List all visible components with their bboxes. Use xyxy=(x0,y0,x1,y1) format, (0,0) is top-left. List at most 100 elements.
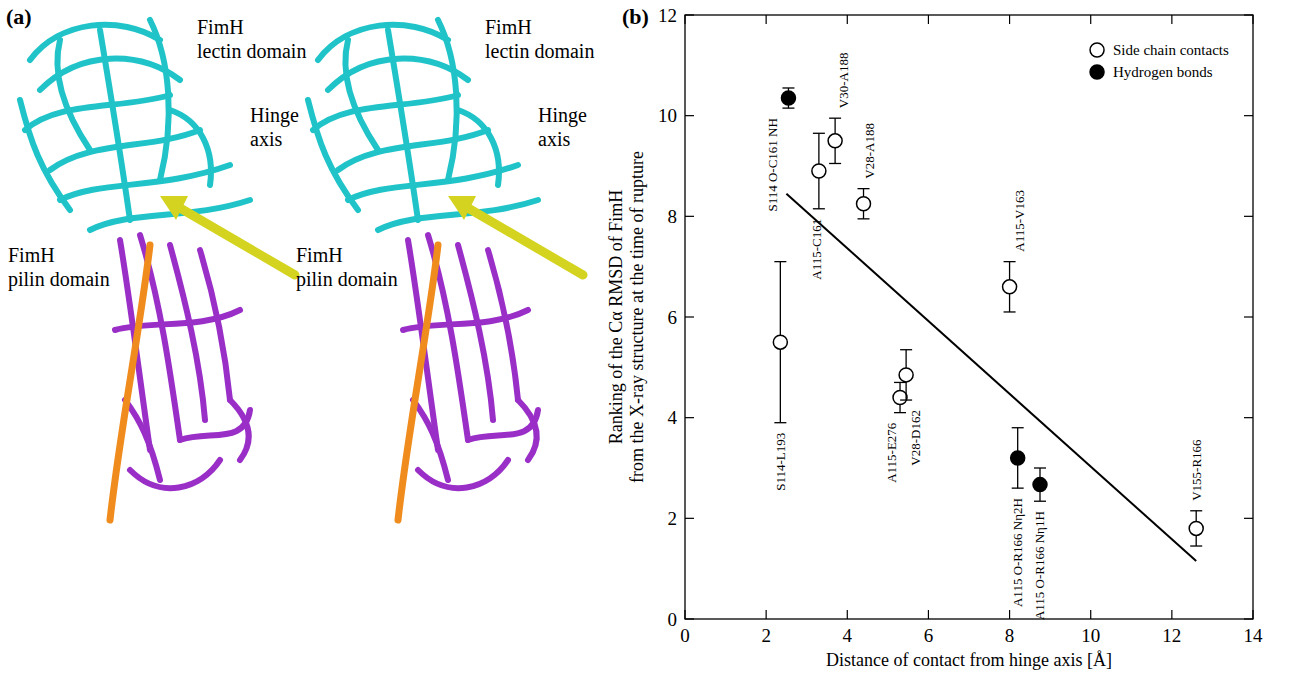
y-tick xyxy=(1244,14,1253,15)
lectin-strand xyxy=(20,100,70,210)
background xyxy=(0,0,1289,676)
lectin-strand xyxy=(318,25,448,60)
point-label: A115-V163 xyxy=(1012,190,1027,252)
x-tick xyxy=(928,610,929,619)
x-tick xyxy=(1009,15,1010,24)
hinge-axis xyxy=(180,208,295,275)
x-tick xyxy=(684,15,685,24)
lectin-label: lectin domain xyxy=(197,40,306,62)
pilin-strand xyxy=(170,245,205,420)
y-tick xyxy=(685,417,694,418)
data-point xyxy=(893,391,907,405)
pilin-strand xyxy=(230,400,249,460)
hinge-axis-head xyxy=(448,196,476,220)
point-label: A115 O-R166 Nη2H xyxy=(1010,498,1025,607)
x-tick-label: 8 xyxy=(1005,625,1015,646)
point-labels: A115-C161V30-A188V28-A188S114-L193A115-E… xyxy=(765,53,1204,621)
y-tick xyxy=(1244,216,1253,217)
error-cap xyxy=(1004,311,1016,312)
pilin-strand xyxy=(403,310,528,330)
y-tick xyxy=(1244,316,1253,317)
error-cap xyxy=(829,163,841,164)
data-point xyxy=(857,197,871,211)
point-label: A115-C161 xyxy=(809,219,824,280)
data-point xyxy=(1033,478,1047,492)
error-cap xyxy=(900,349,912,350)
pilin-label: FimH xyxy=(8,244,55,266)
pilin-label: pilin domain xyxy=(8,268,110,291)
x-tick xyxy=(1090,610,1091,619)
y-tick xyxy=(685,618,694,619)
pilin-strand xyxy=(458,245,493,420)
x-tick-label: 2 xyxy=(761,625,771,646)
legend-label: Side chain contacts xyxy=(1113,42,1229,58)
donor-strand xyxy=(110,245,150,520)
fit-line xyxy=(786,194,1196,561)
y-axis-title: from the X-ray structure at the time of … xyxy=(627,151,647,483)
y-tick xyxy=(685,115,694,116)
point-label: V30-A188 xyxy=(836,53,851,109)
lectin-strand xyxy=(57,40,90,150)
panel-letter: (a) xyxy=(6,4,32,29)
error-cap xyxy=(774,261,786,262)
x-tick xyxy=(766,15,767,24)
legend-marker xyxy=(1090,43,1104,57)
y-tick-label: 12 xyxy=(658,5,677,26)
point-label: S114 O-C161 NH xyxy=(765,118,780,211)
pilin-strand xyxy=(200,250,230,400)
error-cap xyxy=(813,208,825,209)
error-cap xyxy=(829,118,841,119)
lectin-label: FimH xyxy=(197,16,244,38)
y-tick xyxy=(685,518,694,519)
y-tick xyxy=(685,316,694,317)
data-point xyxy=(1189,521,1203,535)
y-tick xyxy=(1244,518,1253,519)
x-tick-label: 10 xyxy=(1081,625,1100,646)
x-tick xyxy=(1252,610,1253,619)
x-tick xyxy=(1171,15,1172,24)
lectin-strand xyxy=(388,30,418,220)
y-axis-title: Ranking of the Cα RMSD of FimH xyxy=(606,190,626,444)
data-point xyxy=(812,164,826,178)
legend: Side chain contactsHydrogen bonds xyxy=(1090,42,1229,80)
x-tick-label: 14 xyxy=(1244,625,1264,646)
point-label: A115-E276 xyxy=(884,422,899,483)
point-label: V28-D162 xyxy=(908,410,923,466)
panel-a: (a)FimHlectin domainHingeaxisFimHpilin d… xyxy=(6,4,594,520)
x-tick xyxy=(766,610,767,619)
hinge-axis xyxy=(468,208,583,275)
hinge-label: Hinge xyxy=(538,104,587,127)
lectin-strand xyxy=(348,165,518,200)
error-cap xyxy=(1190,545,1202,546)
marks xyxy=(773,88,1203,561)
x-axis-title: Distance of contact from hinge axis [Å] xyxy=(826,650,1112,670)
error-cap xyxy=(782,87,794,88)
x-tick-label: 4 xyxy=(843,625,853,646)
error-cap xyxy=(782,107,794,108)
hinge-label: axis xyxy=(250,128,282,150)
panel-letter: (b) xyxy=(622,4,649,29)
data-point xyxy=(773,335,787,349)
lectin-label: FimH xyxy=(485,16,532,38)
pilin-label: FimH xyxy=(296,244,343,266)
error-cap xyxy=(858,218,870,219)
x-tick xyxy=(1090,15,1091,24)
legend-marker xyxy=(1090,65,1104,79)
y-tick-label: 2 xyxy=(668,508,678,529)
plot-frame xyxy=(685,15,1253,619)
point-label: V155-R166 xyxy=(1189,439,1204,501)
x-tick-label: 12 xyxy=(1162,625,1181,646)
donor-strand xyxy=(398,245,438,520)
lectin-strand xyxy=(60,165,230,200)
figure: (a)FimHlectin domainHingeaxisFimHpilin d… xyxy=(0,0,1289,676)
lectin-label: lectin domain xyxy=(485,40,594,62)
x-tick xyxy=(1171,610,1172,619)
x-tick xyxy=(847,610,848,619)
data-point xyxy=(899,368,913,382)
y-tick xyxy=(1244,417,1253,418)
lectin-strand xyxy=(313,95,458,130)
pilin-strand xyxy=(488,250,518,400)
lectin-strand xyxy=(25,95,170,130)
error-cap xyxy=(894,412,906,413)
point-label: V28-A188 xyxy=(862,123,877,179)
